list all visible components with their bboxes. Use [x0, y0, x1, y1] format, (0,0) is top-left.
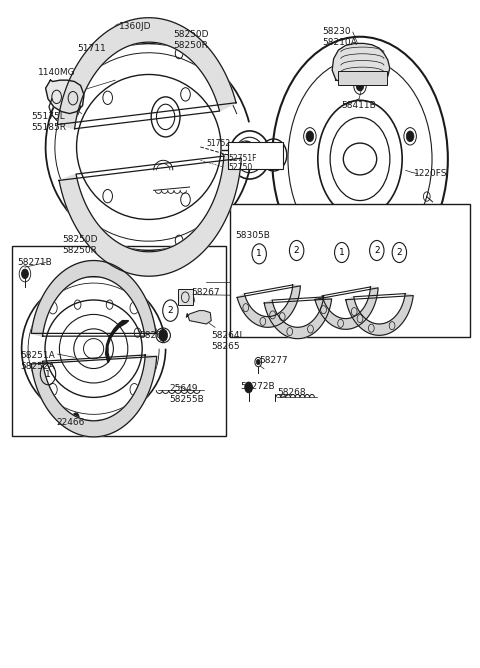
Circle shape — [256, 359, 260, 365]
Text: 25649
58255B: 25649 58255B — [169, 384, 204, 404]
Polygon shape — [186, 311, 211, 324]
Text: 22466: 22466 — [57, 418, 85, 427]
Text: 58267: 58267 — [191, 288, 220, 297]
Text: 51752: 51752 — [206, 139, 230, 148]
Polygon shape — [59, 156, 241, 276]
Circle shape — [356, 80, 364, 91]
Text: 1: 1 — [339, 248, 345, 257]
Text: 58230
58210A: 58230 58210A — [323, 27, 357, 47]
Text: 58272B: 58272B — [240, 381, 275, 391]
Text: 51711: 51711 — [77, 43, 106, 53]
Circle shape — [245, 382, 252, 393]
Bar — [230, 204, 470, 337]
Text: 1: 1 — [256, 249, 262, 259]
Text: 55175L
55185R: 55175L 55185R — [31, 112, 66, 132]
Polygon shape — [106, 321, 129, 363]
Circle shape — [406, 131, 414, 142]
Bar — [228, 142, 283, 169]
Text: 58250D
58250R: 58250D 58250R — [62, 235, 98, 255]
Text: 58266: 58266 — [139, 331, 168, 340]
Text: 2: 2 — [374, 246, 380, 255]
Polygon shape — [57, 18, 236, 129]
Polygon shape — [346, 294, 413, 335]
Circle shape — [22, 269, 28, 279]
Text: 58251A
58252A: 58251A 58252A — [20, 351, 55, 371]
Text: 58277: 58277 — [259, 356, 288, 365]
Text: 52750: 52750 — [228, 162, 253, 172]
Bar — [12, 246, 226, 436]
Text: 1140MG: 1140MG — [38, 67, 76, 77]
Bar — [178, 289, 193, 305]
Circle shape — [306, 131, 314, 142]
Polygon shape — [264, 297, 332, 339]
Text: 58411B: 58411B — [342, 101, 376, 110]
Circle shape — [159, 329, 168, 341]
Circle shape — [89, 63, 95, 71]
Polygon shape — [237, 285, 300, 327]
Circle shape — [116, 27, 122, 37]
Polygon shape — [31, 355, 156, 437]
Polygon shape — [315, 287, 378, 329]
Text: 2: 2 — [168, 306, 173, 315]
Text: 52751F: 52751F — [228, 154, 257, 164]
Text: 1360JD: 1360JD — [119, 22, 152, 31]
Polygon shape — [31, 261, 156, 336]
Polygon shape — [46, 80, 84, 114]
Text: 1: 1 — [45, 369, 51, 379]
Text: 58264L
58265: 58264L 58265 — [211, 331, 245, 351]
Text: 2: 2 — [294, 246, 300, 255]
Circle shape — [72, 413, 79, 422]
Circle shape — [325, 213, 333, 224]
Text: 2: 2 — [396, 248, 402, 257]
Text: 58271B: 58271B — [17, 258, 51, 267]
Text: 58250D
58250R: 58250D 58250R — [173, 30, 208, 50]
Polygon shape — [332, 43, 390, 85]
Text: 58268: 58268 — [277, 388, 306, 397]
Bar — [338, 71, 387, 85]
Text: 58305B: 58305B — [235, 230, 270, 240]
Circle shape — [387, 213, 395, 224]
Text: 1220FS: 1220FS — [414, 169, 447, 178]
